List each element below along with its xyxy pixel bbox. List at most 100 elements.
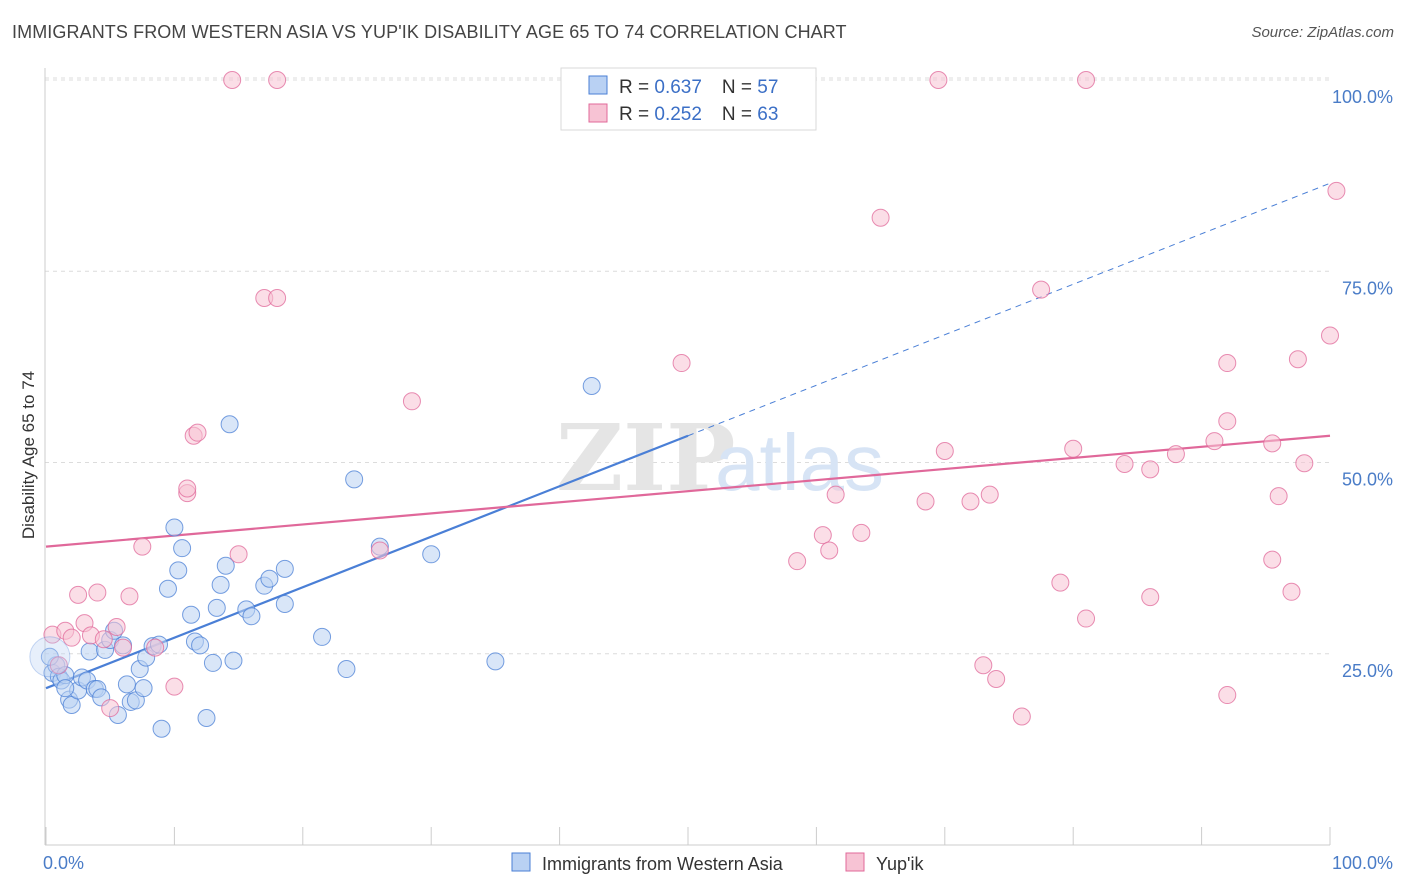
point-s0-19 <box>117 675 136 694</box>
point-s0-55 <box>56 679 75 698</box>
point-s1-55 <box>1263 434 1282 453</box>
point-s0-40 <box>220 415 239 434</box>
watermark-atlas: atlas <box>715 418 884 507</box>
point-s1-12 <box>120 587 139 606</box>
data-points <box>29 71 1346 738</box>
point-cluster-origin <box>29 636 71 678</box>
legend-swatch-pink <box>588 103 608 123</box>
x-tick-label-min: 0.0% <box>43 853 84 873</box>
point-s1-35 <box>929 71 948 89</box>
point-s0-52 <box>422 545 441 564</box>
point-s1-61 <box>1321 326 1339 345</box>
point-s0-38 <box>211 575 230 594</box>
point-s1-27 <box>672 354 691 373</box>
point-s1-58 <box>1282 582 1301 601</box>
point-s1-24 <box>268 71 287 89</box>
point-s0-23 <box>134 679 153 698</box>
point-s0-39 <box>216 556 235 575</box>
point-s1-22 <box>268 289 287 308</box>
point-s1-50 <box>1166 445 1185 464</box>
point-s1-38 <box>974 656 993 675</box>
point-s1-47 <box>1115 455 1134 474</box>
point-s1-19 <box>188 423 207 442</box>
point-s1-8 <box>94 630 113 649</box>
point-s0-27 <box>152 719 171 738</box>
point-s1-17 <box>178 479 197 498</box>
point-s1-1 <box>49 656 68 675</box>
bottom-legend-label-blue: Immigrants from Western Asia <box>542 854 784 874</box>
point-s1-41 <box>1012 707 1031 726</box>
point-s0-30 <box>169 561 188 580</box>
point-s1-62 <box>1327 181 1346 200</box>
point-s0-45 <box>260 569 279 588</box>
point-s1-46 <box>1077 609 1096 628</box>
point-s1-11 <box>114 638 133 657</box>
point-s1-32 <box>852 523 871 542</box>
point-s1-4 <box>69 585 88 604</box>
trend-line-blue-extension <box>687 182 1331 437</box>
point-s1-26 <box>402 392 421 411</box>
point-s1-28 <box>788 552 807 571</box>
y-tick-label-25: 25.0% <box>1342 661 1393 681</box>
point-s0-28 <box>158 579 177 598</box>
point-s0-37 <box>207 598 226 617</box>
point-s0-48 <box>313 627 332 646</box>
bottom-legend-label-pink: Yup'ik <box>876 854 924 874</box>
bottom-legend-swatch-pink <box>845 852 865 872</box>
point-s0-32 <box>182 605 201 624</box>
point-s1-29 <box>813 526 832 545</box>
point-s1-60 <box>1295 454 1314 473</box>
point-s0-54 <box>582 377 601 395</box>
point-s0-53 <box>486 652 505 671</box>
point-s1-37 <box>961 492 980 511</box>
bottom-legend: Immigrants from Western Asia Yup'ik <box>511 852 924 874</box>
bottom-legend-swatch-blue <box>511 852 531 872</box>
y-axis-title: Disability Age 65 to 74 <box>19 371 38 539</box>
point-s1-25 <box>370 541 389 560</box>
point-s1-54 <box>1218 686 1237 705</box>
point-s1-10 <box>107 617 126 636</box>
point-s0-47 <box>275 595 294 614</box>
point-s1-39 <box>987 669 1006 688</box>
point-s0-31 <box>173 539 192 558</box>
legend-row-1: R = 0.637 N = 57 <box>619 77 778 98</box>
point-s1-14 <box>146 638 165 657</box>
point-s1-49 <box>1141 588 1160 607</box>
y-tick-label-50: 50.0% <box>1342 470 1393 490</box>
legend-box: R = 0.637 N = 57 R = 0.252 N = 63 <box>560 67 817 131</box>
point-s1-42 <box>1032 280 1051 299</box>
point-s1-36 <box>935 442 954 461</box>
point-s0-43 <box>242 607 261 626</box>
y-tick-label-100: 100.0% <box>1332 87 1393 107</box>
y-tick-label-75: 75.0% <box>1342 278 1393 298</box>
point-s1-40 <box>980 485 999 504</box>
point-s1-20 <box>229 545 248 564</box>
x-tick-label-max: 100.0% <box>1332 853 1393 873</box>
point-s0-49 <box>337 660 356 679</box>
point-s0-50 <box>345 470 364 489</box>
point-s1-7 <box>88 583 107 602</box>
axes <box>44 68 1331 846</box>
point-s1-51 <box>1205 432 1224 451</box>
point-s1-52 <box>1218 354 1237 373</box>
watermark: ZIP atlas <box>556 404 884 512</box>
point-s0-35 <box>197 709 216 728</box>
point-s0-46 <box>275 559 294 578</box>
point-s1-57 <box>1269 487 1288 506</box>
point-s1-33 <box>871 208 890 227</box>
trend-line-pink <box>45 434 1331 548</box>
point-s1-31 <box>826 485 845 504</box>
point-s1-23 <box>223 71 242 89</box>
legend-row-2: R = 0.252 N = 63 <box>619 104 778 125</box>
point-s1-45 <box>1077 71 1096 89</box>
point-s0-36 <box>203 653 222 672</box>
point-s1-3 <box>62 628 81 647</box>
point-s1-48 <box>1141 460 1160 479</box>
point-s1-53 <box>1218 412 1237 431</box>
point-s1-13 <box>133 537 152 556</box>
chart-title: IMMIGRANTS FROM WESTERN ASIA VS YUP'IK D… <box>12 22 847 42</box>
source-label: Source: ZipAtlas.com <box>1251 24 1394 41</box>
y-tick-labels: 25.0% 50.0% 75.0% 100.0% <box>1332 87 1393 681</box>
point-s1-15 <box>165 677 184 696</box>
point-s1-59 <box>1288 350 1307 369</box>
